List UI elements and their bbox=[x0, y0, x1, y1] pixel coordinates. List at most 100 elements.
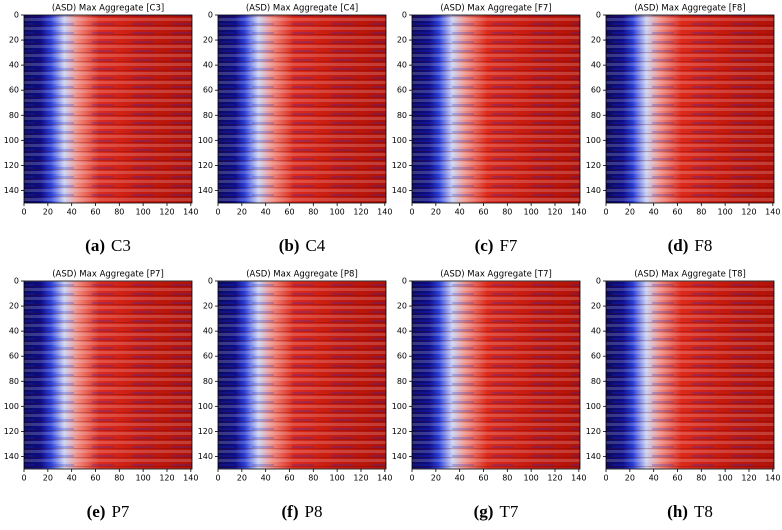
y-tick-label: 80 bbox=[591, 377, 601, 386]
axes-frame bbox=[605, 14, 775, 204]
heatmap-texture bbox=[24, 281, 192, 469]
y-tick-label: 120 bbox=[4, 427, 19, 436]
x-tick-label: 60 bbox=[284, 208, 294, 217]
y-tick-label: 80 bbox=[397, 111, 407, 120]
x-tick-label: 40 bbox=[455, 474, 465, 483]
y-tick-label: 40 bbox=[9, 327, 19, 336]
y-tick-label: 60 bbox=[9, 352, 19, 361]
panel-title: (ASD) Max Aggregate [F8] bbox=[634, 4, 745, 14]
y-tick-label: 20 bbox=[591, 36, 601, 45]
x-tick-label: 100 bbox=[330, 208, 345, 217]
panel-title: (ASD) Max Aggregate [T8] bbox=[634, 270, 746, 280]
x-tick-label: 100 bbox=[718, 474, 733, 483]
y-tick-label: 120 bbox=[392, 427, 407, 436]
caption-name: P8 bbox=[305, 502, 323, 521]
x-tick-label: 0 bbox=[215, 474, 220, 483]
caption-label: (h) bbox=[667, 502, 688, 521]
axes-frame bbox=[605, 280, 775, 470]
y-tick-label: 0 bbox=[208, 277, 213, 286]
x-tick-label: 0 bbox=[409, 474, 414, 483]
x-tick-label: 120 bbox=[547, 474, 562, 483]
caption: (h) T8 bbox=[667, 502, 713, 521]
y-tick-label: 40 bbox=[591, 327, 601, 336]
caption-label: (d) bbox=[668, 236, 689, 255]
y-tick-label: 80 bbox=[9, 111, 19, 120]
x-tick-label: 40 bbox=[261, 474, 271, 483]
y-tick-label: 120 bbox=[198, 161, 213, 170]
y-tick-label: 120 bbox=[586, 427, 601, 436]
caption-name: P7 bbox=[111, 502, 129, 521]
y-tick-label: 20 bbox=[591, 302, 601, 311]
y-tick-label: 0 bbox=[402, 11, 407, 20]
caption-label: (e) bbox=[87, 502, 106, 521]
y-tick-label: 120 bbox=[4, 161, 19, 170]
x-tick-label: 80 bbox=[696, 208, 706, 217]
y-tick-label: 40 bbox=[9, 61, 19, 70]
x-tick-label: 120 bbox=[159, 474, 174, 483]
y-tick-label: 60 bbox=[203, 86, 213, 95]
axes-frame bbox=[217, 14, 387, 204]
y-tick-label: 0 bbox=[14, 11, 19, 20]
x-tick-label: 80 bbox=[502, 208, 512, 217]
panel-title: (ASD) Max Aggregate [P8] bbox=[246, 270, 358, 280]
x-tick-label: 120 bbox=[547, 208, 562, 217]
y-tick-label: 60 bbox=[397, 352, 407, 361]
heatmap-texture bbox=[218, 15, 386, 203]
x-tick-label: 80 bbox=[696, 474, 706, 483]
y-tick-label: 60 bbox=[591, 352, 601, 361]
panel-title: (ASD) Max Aggregate [C4] bbox=[246, 4, 358, 14]
x-tick-label: 80 bbox=[114, 208, 124, 217]
x-tick-label: 100 bbox=[330, 474, 345, 483]
caption-name: T8 bbox=[694, 502, 713, 521]
y-tick-label: 80 bbox=[9, 377, 19, 386]
y-tick-label: 100 bbox=[586, 136, 601, 145]
y-tick-label: 40 bbox=[397, 327, 407, 336]
x-tick-label: 120 bbox=[353, 208, 368, 217]
x-tick-label: 60 bbox=[672, 474, 682, 483]
x-tick-label: 80 bbox=[308, 474, 318, 483]
x-tick-label: 0 bbox=[21, 474, 26, 483]
x-tick-label: 20 bbox=[237, 474, 247, 483]
x-tick-label: 20 bbox=[625, 474, 635, 483]
y-tick-label: 140 bbox=[4, 452, 19, 461]
heatmap-texture bbox=[606, 15, 774, 203]
y-tick-label: 120 bbox=[198, 427, 213, 436]
caption-name: F8 bbox=[694, 236, 712, 255]
x-tick-label: 0 bbox=[603, 474, 608, 483]
y-tick-label: 100 bbox=[586, 402, 601, 411]
y-tick-label: 0 bbox=[596, 277, 601, 286]
x-tick-label: 60 bbox=[672, 208, 682, 217]
y-tick-label: 80 bbox=[397, 377, 407, 386]
x-tick-label: 120 bbox=[353, 474, 368, 483]
x-tick-label: 60 bbox=[478, 208, 488, 217]
y-tick-label: 100 bbox=[198, 136, 213, 145]
x-tick-label: 120 bbox=[741, 208, 756, 217]
y-tick-label: 80 bbox=[203, 111, 213, 120]
y-tick-label: 80 bbox=[203, 377, 213, 386]
caption-label: (c) bbox=[475, 236, 494, 255]
x-tick-label: 140 bbox=[377, 474, 392, 483]
axes-frame bbox=[23, 280, 193, 470]
x-tick-label: 20 bbox=[237, 208, 247, 217]
x-tick-label: 60 bbox=[90, 474, 100, 483]
caption-label: (b) bbox=[279, 236, 300, 255]
x-tick-label: 20 bbox=[625, 208, 635, 217]
x-tick-label: 0 bbox=[21, 208, 26, 217]
x-tick-label: 120 bbox=[741, 474, 756, 483]
panel-title: (ASD) Max Aggregate [C3] bbox=[52, 4, 164, 14]
x-tick-label: 20 bbox=[431, 474, 441, 483]
x-tick-label: 40 bbox=[67, 474, 77, 483]
y-tick-label: 140 bbox=[392, 452, 407, 461]
axes-frame bbox=[23, 14, 193, 204]
heatmap-texture bbox=[412, 15, 580, 203]
y-tick-label: 120 bbox=[586, 161, 601, 170]
heatmap-texture bbox=[412, 281, 580, 469]
x-tick-label: 60 bbox=[284, 474, 294, 483]
x-tick-label: 20 bbox=[431, 208, 441, 217]
y-tick-label: 40 bbox=[397, 61, 407, 70]
x-tick-label: 140 bbox=[571, 474, 586, 483]
caption-label: (a) bbox=[85, 236, 105, 255]
caption: (g) T7 bbox=[474, 502, 519, 521]
y-tick-label: 140 bbox=[586, 186, 601, 195]
